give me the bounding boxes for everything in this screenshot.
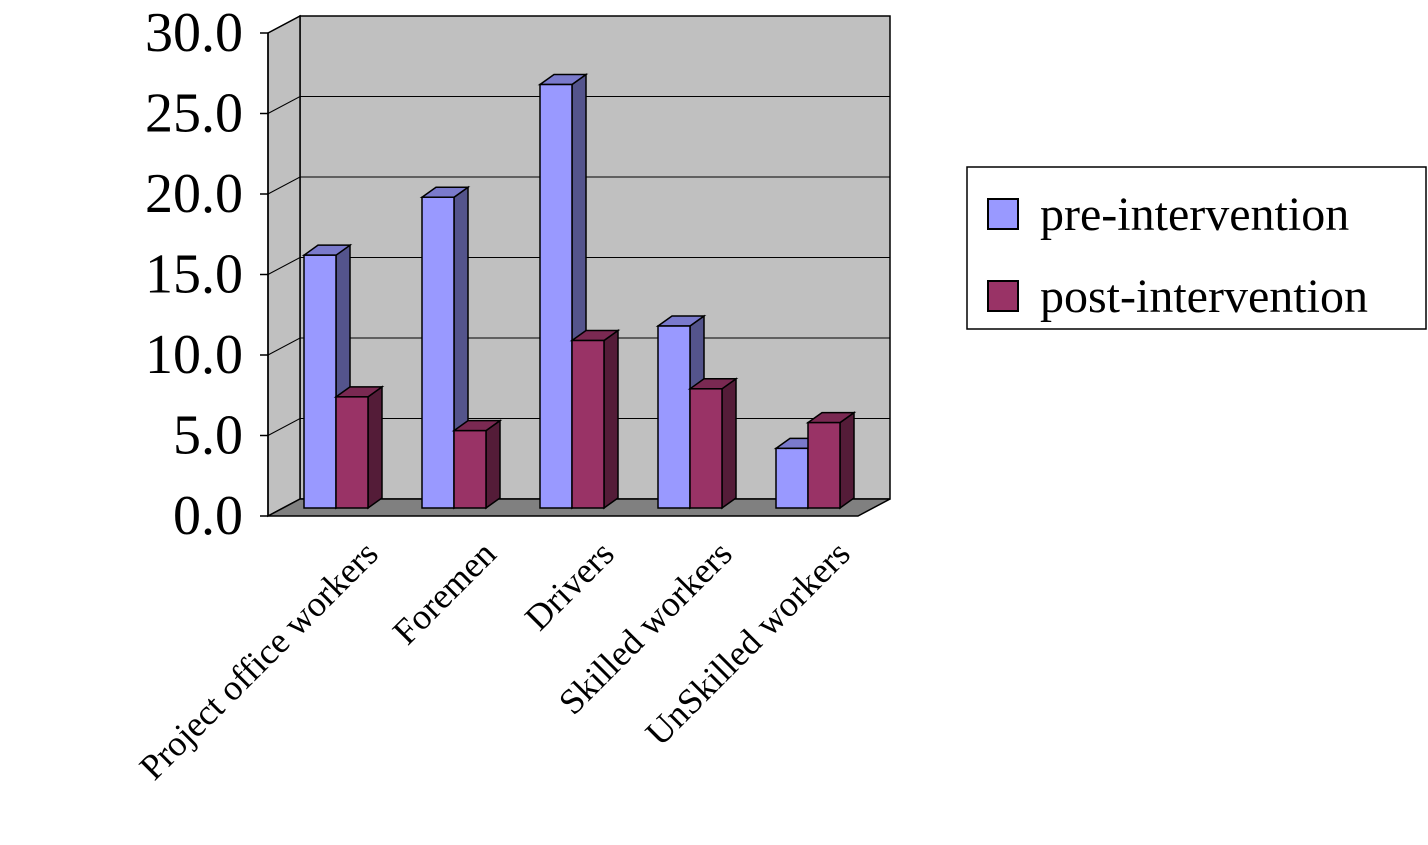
x-tick-label: Project office workers xyxy=(132,533,386,787)
x-tick-label: Drivers xyxy=(517,533,622,638)
y-tick-label: 30.0 xyxy=(145,2,243,64)
gridline xyxy=(267,96,890,114)
y-tick-label: 10.0 xyxy=(145,324,243,386)
bar-post-intervention-3 xyxy=(687,377,739,510)
y-axis-ticks: 0.0 5.0 10.0 15.0 20.0 25.0 30.0 xyxy=(145,2,268,547)
x-axis-ticks: Project office workers Foremen DriversSkil… xyxy=(132,533,858,787)
y-tick-label: 25.0 xyxy=(145,83,243,145)
bar-post-intervention-0 xyxy=(333,385,385,510)
gridline xyxy=(267,15,890,34)
legend-label-post-intervention: post-intervention xyxy=(1040,270,1368,323)
x-tick-label: Foremen xyxy=(385,533,504,652)
y-tick-label: 5.0 xyxy=(173,405,243,467)
bar-pre-intervention-2 xyxy=(537,73,589,510)
bar-post-intervention-1 xyxy=(451,419,503,510)
y-tick-label: 0.0 xyxy=(173,485,243,547)
legend-swatch-pre-intervention xyxy=(987,198,1019,230)
legend-label-pre-intervention: pre-intervention xyxy=(1040,188,1349,241)
bar-post-intervention-4 xyxy=(805,411,857,510)
legend-box xyxy=(966,166,1427,330)
legend: pre-intervention post-intervention xyxy=(966,166,1427,330)
legend-swatch-post-intervention xyxy=(987,280,1019,312)
y-tick-label: 15.0 xyxy=(145,244,243,306)
x-tick-label: UnSkilled workers xyxy=(638,533,858,753)
y-tick-label: 20.0 xyxy=(145,163,243,225)
bar-post-intervention-2 xyxy=(569,329,621,510)
bar-pre-intervention-1 xyxy=(419,185,471,510)
gridline xyxy=(267,257,890,275)
gridline xyxy=(267,176,890,195)
bars xyxy=(301,73,857,510)
